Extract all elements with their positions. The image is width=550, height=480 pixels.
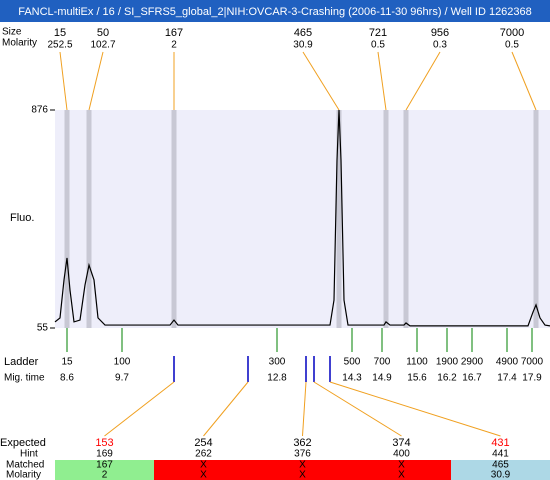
peak-leader [377,51,387,111]
ladder-time: 14.3 [342,373,362,384]
ladder-time: 12.8 [267,373,287,384]
peak-molarity: 2 [171,40,177,51]
ladder-time: 9.7 [115,373,129,384]
hint: 441 [492,449,509,460]
hint: 262 [195,449,212,460]
y-tick-label: 876 [31,105,48,116]
expected-size: 153 [95,437,113,449]
expected-leader [313,381,402,437]
hint: 400 [393,449,410,460]
ladder-time: 8.6 [60,373,74,384]
matched: X [299,460,306,471]
matched: X [200,460,207,471]
peak-leader [88,51,104,111]
matched: 167 [96,460,113,471]
hint-label: Hint [20,449,38,460]
peak-leader [405,51,441,111]
ladder-size: 700 [374,357,391,368]
matched: X [398,460,405,471]
ladder-time: 14.9 [372,373,392,384]
peak-band [533,110,539,328]
ladder-size: 1100 [406,357,428,368]
ladder-size: 4900 [496,357,519,368]
title: FANCL-multiEx / 16 / SI_SFRS5_global_2|N… [18,6,532,18]
peak-molarity: 102.7 [90,40,115,51]
peak-band [403,110,409,328]
peak-band [383,110,389,328]
peak-size: 956 [431,27,449,39]
molarity: 30.9 [491,470,511,480]
molarity: X [200,470,207,480]
expected-leader [203,381,249,437]
molarity: X [398,470,405,480]
expected-size: 362 [293,437,311,449]
ladder-size: 7000 [521,357,544,368]
hint: 169 [96,449,113,460]
ladder-size: 300 [269,357,286,368]
expected-size: 254 [194,437,212,449]
ladder-time: 16.7 [462,373,482,384]
ladder-size: 1900 [436,357,459,368]
molarity: 2 [102,470,108,480]
hint: 376 [294,449,311,460]
matched: 465 [492,460,509,471]
molarity-label: Molarity [2,38,37,49]
molarity-row-label: Molarity [6,470,41,480]
peak-size: 7000 [500,27,524,39]
matched-cell [154,460,253,480]
ladder-size: 2900 [461,357,484,368]
expected-size: 431 [491,437,509,449]
peak-leader [302,51,340,111]
peak-band [171,110,177,328]
plot-area [55,110,550,328]
title-bar [0,0,550,22]
matched-cell [451,460,550,480]
peak-band [64,110,70,328]
expected-leader [104,381,175,437]
peak-leader [511,51,537,111]
peak-leader [59,51,68,111]
expected-leader [329,381,501,437]
ladder-time: 16.2 [437,373,457,384]
peak-size: 465 [294,27,312,39]
ladder-label: Ladder [4,356,39,368]
peak-size: 15 [54,27,66,39]
expected-leader [302,381,307,437]
peak-band [86,110,92,328]
expected-label: Expected [0,437,46,449]
ladder-size: 500 [344,357,361,368]
peak-molarity: 0.5 [371,40,385,51]
ladder-size: 15 [61,357,73,368]
matched-label: Matched [6,460,44,471]
ladder-size: 100 [114,357,131,368]
peak-size: 721 [369,27,387,39]
peak-molarity: 252.5 [47,40,72,51]
expected-size: 374 [392,437,410,449]
y-label: Fluo. [10,212,34,224]
trace [54,109,550,327]
y-tick-label: 55 [37,323,49,334]
ladder-time: 15.6 [407,373,427,384]
peak-size: 167 [165,27,183,39]
peak-molarity: 0.5 [505,40,519,51]
ladder-time: 17.4 [497,373,517,384]
peak-band [336,110,342,328]
peak-molarity: 30.9 [293,40,313,51]
size-label: Size [2,27,22,38]
matched-cell [352,460,451,480]
molarity: X [299,470,306,480]
ladder-time: 17.9 [522,373,542,384]
peak-molarity: 0.3 [433,40,447,51]
matched-cell [55,460,154,480]
peak-size: 50 [97,27,109,39]
mig-time-label: Mig. time [4,373,45,384]
matched-cell [253,460,352,480]
